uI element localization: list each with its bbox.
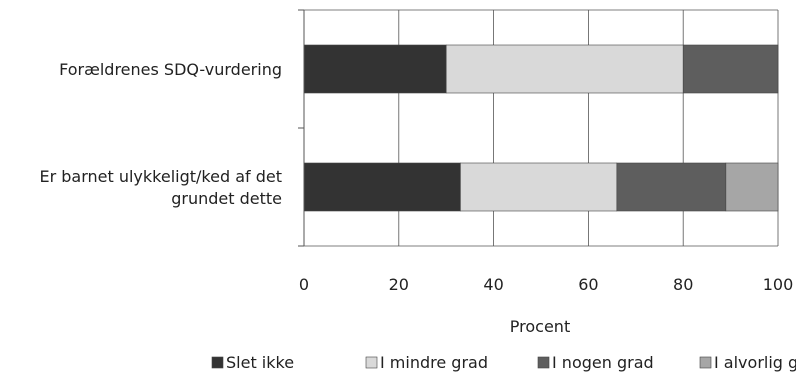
category-label: Er barnet ulykkeligt/ked af det xyxy=(39,167,282,186)
x-tick-label: 40 xyxy=(483,275,503,294)
legend-label: I nogen grad xyxy=(552,353,654,372)
x-axis-title: Procent xyxy=(510,317,570,336)
x-tick-label: 100 xyxy=(763,275,794,294)
bar-segment xyxy=(303,44,447,94)
x-tick-label: 0 xyxy=(299,275,309,294)
legend-swatch xyxy=(537,356,550,369)
category-label: Forældrenes SDQ-vurdering xyxy=(59,60,282,79)
bars xyxy=(303,44,779,212)
category-labels: Forældrenes SDQ-vurdering Er barnet ulykk… xyxy=(39,60,282,208)
tick-labels: 0 20 40 60 80 100 xyxy=(299,275,793,294)
x-tick-label: 80 xyxy=(673,275,693,294)
bar-segment xyxy=(460,162,618,212)
legend-label: I mindre grad xyxy=(380,353,488,372)
x-tick-label: 20 xyxy=(389,275,409,294)
bar-segment xyxy=(303,162,461,212)
bar-segment xyxy=(616,162,727,212)
legend: Slet ikke I mindre grad I nogen grad I alvo… xyxy=(211,353,796,372)
legend-swatch xyxy=(699,356,712,369)
x-tick-label: 60 xyxy=(578,275,598,294)
bar-segment xyxy=(725,162,779,212)
legend-swatch xyxy=(365,356,378,369)
legend-swatch xyxy=(211,356,224,369)
legend-label: Slet ikke xyxy=(226,353,294,372)
bar-segment xyxy=(445,44,684,94)
category-label: grundet dette xyxy=(171,189,282,208)
axes xyxy=(298,9,778,247)
legend-label: I alvorlig grad xyxy=(714,353,796,372)
bar-segment xyxy=(682,44,779,94)
